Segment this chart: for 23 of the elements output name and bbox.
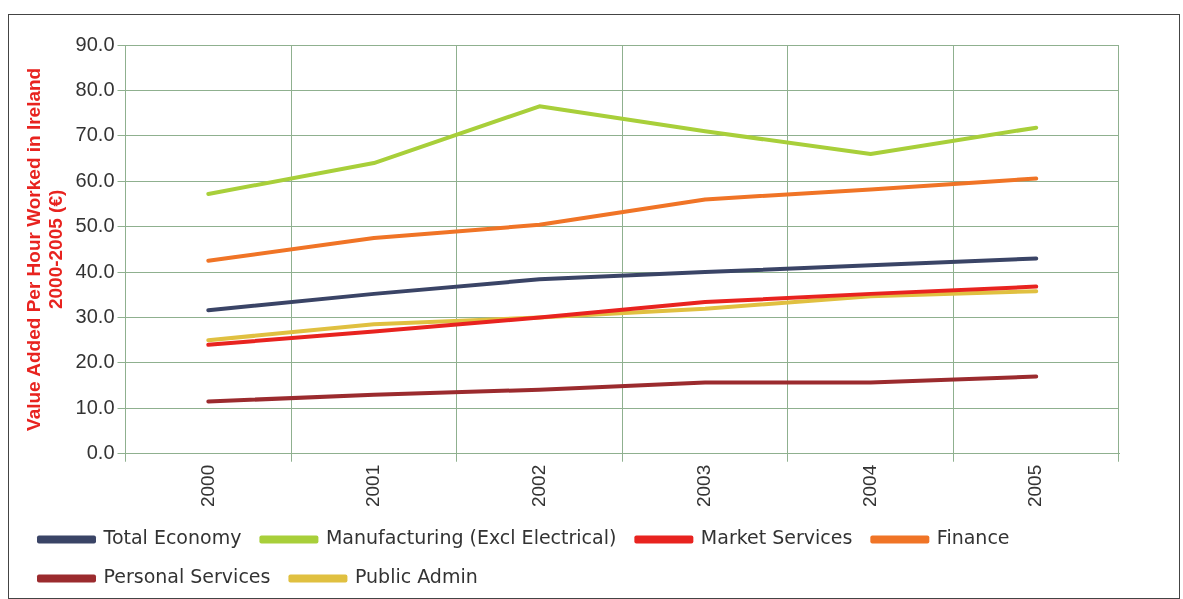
x-tick-label: 2000 <box>196 464 218 508</box>
legend-label: Total Economy <box>102 526 242 549</box>
x-tick-label: 2004 <box>858 464 880 508</box>
x-tick-label: 2005 <box>1024 464 1046 508</box>
y-tick-label: 60.0 <box>75 168 115 191</box>
y-tick-label: 70.0 <box>75 123 115 146</box>
x-tick-label: 2003 <box>693 464 715 508</box>
y-tick-label: 50.0 <box>75 214 115 237</box>
y-tick-label: 10.0 <box>75 395 115 418</box>
legend-label: Public Admin <box>354 565 478 588</box>
x-tick-label: 2002 <box>527 464 549 508</box>
legend-label: Personal Services <box>103 565 271 588</box>
y-tick-label: 90.0 <box>75 32 115 55</box>
y-tick-label: 80.0 <box>75 77 115 100</box>
y-tick-label: 20.0 <box>75 350 115 373</box>
legend-label: Manufacturing (Excl Electrical) <box>325 526 617 549</box>
legend-label: Market Services <box>700 526 853 549</box>
x-tick-label: 2001 <box>362 464 384 508</box>
legend-label: Finance <box>936 526 1010 549</box>
y-tick-label: 0.0 <box>86 441 115 464</box>
y-tick-label: 40.0 <box>75 259 115 282</box>
y-tick-label: 30.0 <box>75 305 115 327</box>
y-axis-title: Value Added Per Hour Worked in Ireland 2000-2005 (€) <box>22 67 67 431</box>
